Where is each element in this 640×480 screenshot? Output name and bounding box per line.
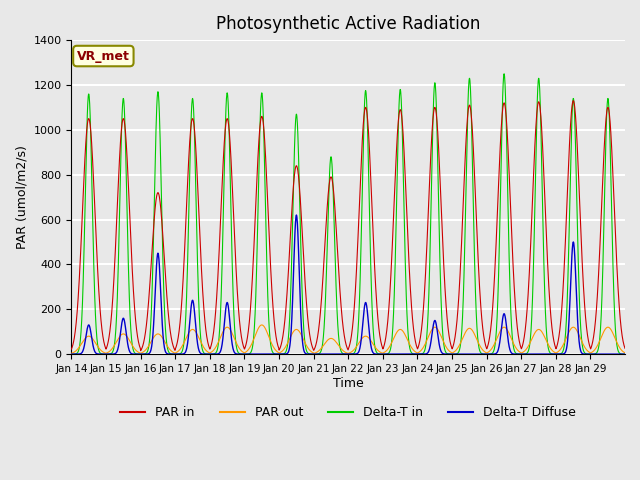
- Title: Photosynthetic Active Radiation: Photosynthetic Active Radiation: [216, 15, 481, 33]
- X-axis label: Time: Time: [333, 377, 364, 390]
- Legend: PAR in, PAR out, Delta-T in, Delta-T Diffuse: PAR in, PAR out, Delta-T in, Delta-T Dif…: [115, 401, 581, 424]
- Text: VR_met: VR_met: [77, 49, 130, 62]
- Y-axis label: PAR (umol/m2/s): PAR (umol/m2/s): [15, 145, 28, 249]
